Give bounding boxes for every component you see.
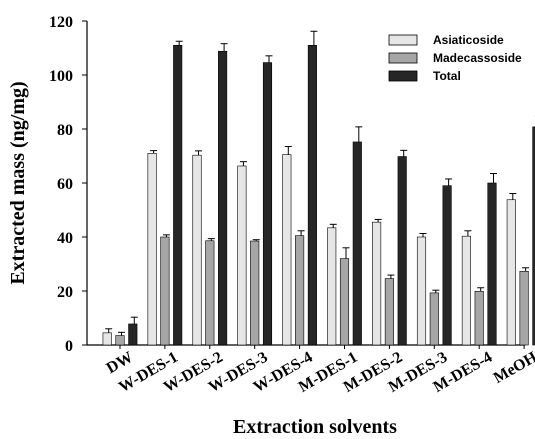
y-tick-label: 20 bbox=[57, 284, 73, 301]
bar-madecassoside-w-des-3 bbox=[250, 240, 260, 346]
bar-total-m-des-4 bbox=[487, 182, 497, 346]
bar-asiaticoside-m-des-2 bbox=[372, 221, 382, 346]
bar-asiaticoside-m-des-4 bbox=[461, 235, 471, 346]
bar-madecassoside-m-des-4 bbox=[474, 290, 484, 346]
bar-madecassoside-m-des-2 bbox=[384, 278, 394, 346]
bar-madecassoside-w-des-2 bbox=[205, 240, 215, 346]
legend-swatch-madecassoside bbox=[388, 52, 418, 64]
bar-total-w-des-2 bbox=[218, 50, 228, 346]
bar-madecassoside-meoh bbox=[519, 270, 529, 346]
bar-asiaticoside-w-des-2 bbox=[192, 154, 202, 346]
bar-madecassoside-m-des-1 bbox=[339, 258, 350, 346]
y-tick-label: 100 bbox=[49, 68, 73, 85]
bar-madecassoside-w-des-4 bbox=[295, 235, 305, 346]
x-tick-label-meoh: MeOH bbox=[491, 348, 535, 387]
legend-label-madecassoside: Madecassoside bbox=[433, 51, 522, 65]
y-tick-label: 120 bbox=[49, 14, 73, 31]
legend-swatch-asiaticoside bbox=[388, 34, 418, 46]
bar-total-m-des-1 bbox=[352, 141, 362, 346]
bar-asiaticoside-m-des-1 bbox=[327, 227, 337, 346]
bars bbox=[102, 30, 535, 346]
bar-total-w-des-3 bbox=[262, 62, 273, 346]
y-ticks: 0 20 40 60 80 100 120 bbox=[49, 14, 87, 355]
y-tick-label: 60 bbox=[57, 176, 73, 193]
y-tick-label: 40 bbox=[57, 230, 73, 247]
bar-asiaticoside-meoh bbox=[506, 199, 516, 346]
legend-swatch-total bbox=[388, 70, 418, 82]
y-tick-label: 80 bbox=[57, 122, 73, 139]
y-tick-label: 0 bbox=[65, 338, 73, 355]
bar-madecassoside-w-des-1 bbox=[160, 236, 170, 346]
bar-total-w-des-1 bbox=[173, 44, 183, 346]
legend-label-asiaticoside: Asiaticoside bbox=[433, 33, 504, 47]
legend: Asiaticoside Madecassoside Total bbox=[388, 33, 522, 83]
x-ticks: DWW-DES-1W-DES-2W-DES-3W-DES-4M-DES-1M-D… bbox=[104, 345, 535, 396]
bar-total-m-des-3 bbox=[442, 185, 452, 346]
legend-label-total: Total bbox=[433, 69, 461, 83]
bar-madecassoside-dw bbox=[115, 335, 125, 346]
bar-madecassoside-m-des-3 bbox=[429, 292, 439, 346]
bar-asiaticoside-w-des-4 bbox=[282, 154, 292, 346]
bar-total-meoh bbox=[532, 126, 535, 346]
y-axis-title: Extracted mass (ng/mg) bbox=[7, 81, 29, 284]
bar-total-dw bbox=[128, 323, 138, 346]
bar-asiaticoside-dw bbox=[102, 332, 112, 346]
bar-total-m-des-2 bbox=[397, 156, 407, 346]
bar-total-w-des-4 bbox=[307, 44, 317, 346]
bar-asiaticoside-m-des-3 bbox=[416, 236, 427, 346]
x-axis-title: Extraction solvents bbox=[233, 416, 397, 438]
bar-asiaticoside-w-des-1 bbox=[147, 153, 157, 346]
bar-asiaticoside-w-des-3 bbox=[237, 165, 247, 346]
